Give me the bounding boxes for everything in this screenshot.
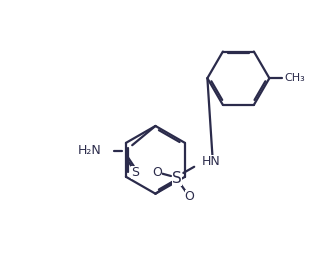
- Text: O: O: [152, 166, 162, 179]
- Text: CH₃: CH₃: [284, 73, 305, 83]
- Text: S: S: [172, 171, 182, 186]
- Text: H₂N: H₂N: [78, 144, 101, 157]
- Text: HN: HN: [202, 155, 221, 168]
- Text: S: S: [131, 166, 139, 179]
- Text: O: O: [185, 190, 195, 203]
